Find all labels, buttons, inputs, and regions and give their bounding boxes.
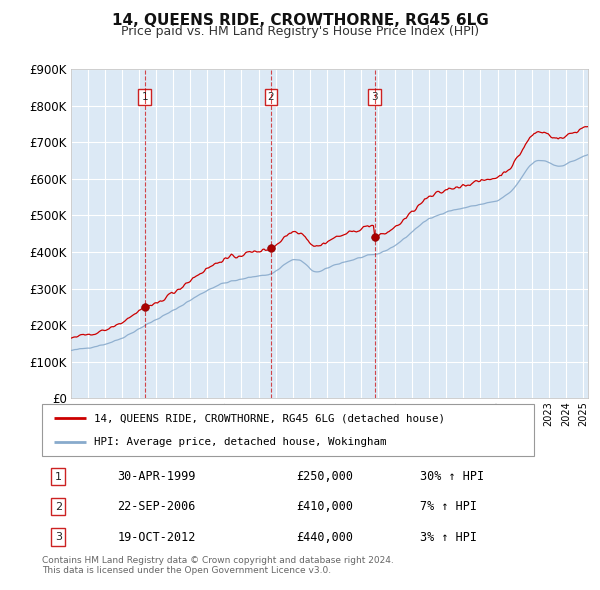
Text: Price paid vs. HM Land Registry's House Price Index (HPI): Price paid vs. HM Land Registry's House … — [121, 25, 479, 38]
Text: £250,000: £250,000 — [296, 470, 353, 483]
Text: This data is licensed under the Open Government Licence v3.0.: This data is licensed under the Open Gov… — [42, 566, 331, 575]
Text: 7% ↑ HPI: 7% ↑ HPI — [420, 500, 477, 513]
Text: 30-APR-1999: 30-APR-1999 — [118, 470, 196, 483]
Text: 2: 2 — [268, 92, 274, 102]
Text: £440,000: £440,000 — [296, 530, 353, 543]
Text: £410,000: £410,000 — [296, 500, 353, 513]
Text: 2: 2 — [55, 502, 62, 512]
Text: 3% ↑ HPI: 3% ↑ HPI — [420, 530, 477, 543]
Text: 14, QUEENS RIDE, CROWTHORNE, RG45 6LG (detached house): 14, QUEENS RIDE, CROWTHORNE, RG45 6LG (d… — [94, 413, 445, 423]
Text: 19-OCT-2012: 19-OCT-2012 — [118, 530, 196, 543]
Text: 14, QUEENS RIDE, CROWTHORNE, RG45 6LG: 14, QUEENS RIDE, CROWTHORNE, RG45 6LG — [112, 13, 488, 28]
Text: 1: 1 — [142, 92, 148, 102]
Text: Contains HM Land Registry data © Crown copyright and database right 2024.: Contains HM Land Registry data © Crown c… — [42, 556, 394, 565]
Text: HPI: Average price, detached house, Wokingham: HPI: Average price, detached house, Woki… — [94, 437, 386, 447]
Text: 30% ↑ HPI: 30% ↑ HPI — [420, 470, 484, 483]
Text: 3: 3 — [371, 92, 378, 102]
Text: 22-SEP-2006: 22-SEP-2006 — [118, 500, 196, 513]
Text: 3: 3 — [55, 532, 62, 542]
Text: 1: 1 — [55, 471, 62, 481]
